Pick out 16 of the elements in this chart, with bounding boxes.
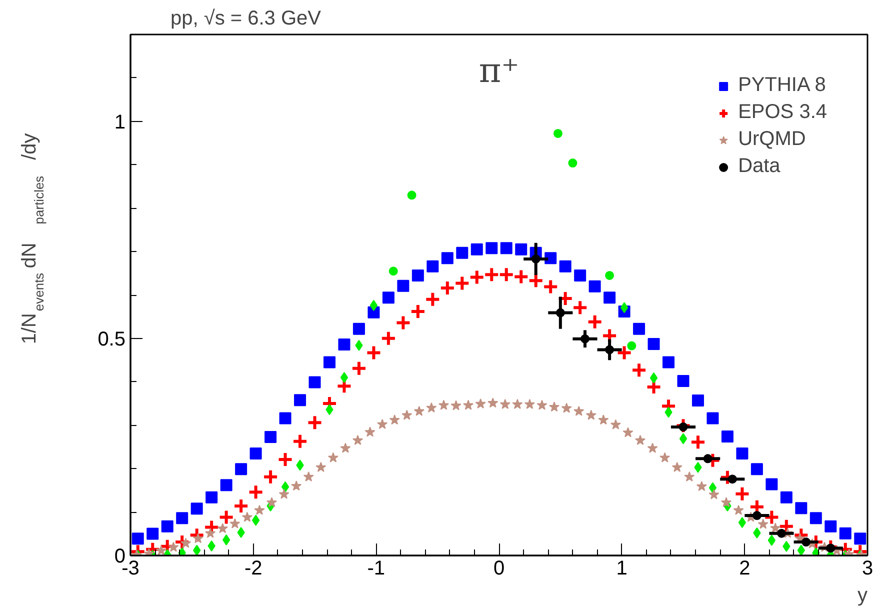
y-tick-label: 0.5	[98, 328, 126, 350]
legend-label: UrQMD	[738, 128, 806, 151]
x-tick-label: -1	[367, 558, 386, 580]
x-tick-label: 1	[616, 558, 628, 580]
x-tick-label: -2	[244, 558, 262, 580]
x-tick-label: 2	[739, 558, 750, 580]
text: 1/Nevents dNparticles/dy	[18, 133, 46, 344]
legend-label: PYTHIA 8	[738, 74, 826, 97]
x-axis-title: y	[858, 584, 868, 606]
y-tick-label: 1	[114, 111, 126, 134]
legend-label: Data	[738, 155, 780, 178]
legend-label: EPOS 3.4	[738, 101, 827, 124]
x-tick-label: 0	[493, 558, 505, 580]
chart-title: pp, √s = 6.3 GeV	[170, 8, 322, 30]
annotation: π⁺	[478, 50, 520, 91]
x-tick-label: 3	[862, 558, 873, 580]
